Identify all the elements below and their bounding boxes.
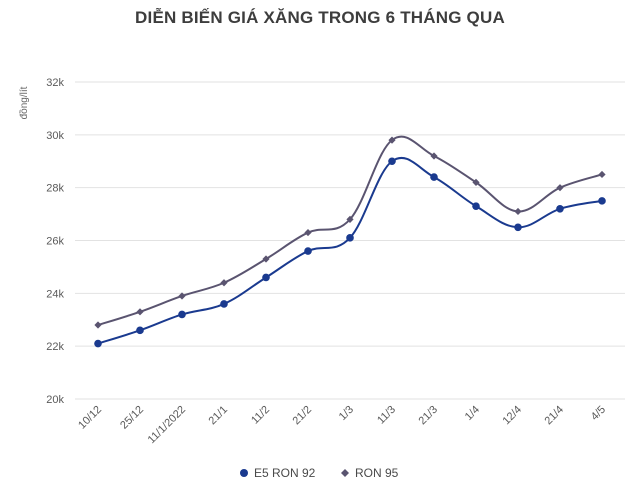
data-point (136, 326, 144, 335)
y-tick-label: 20k (46, 394, 64, 406)
data-point (430, 152, 438, 160)
data-point (94, 339, 102, 348)
data-point (472, 202, 480, 210)
y-tick-label: 32k (46, 77, 64, 89)
x-tick-label: 11/1/2022 (146, 404, 189, 447)
y-axis-label: đồng/lít (18, 86, 30, 119)
y-tick-label: 26k (46, 236, 64, 248)
x-tick-label: 10/12 (76, 404, 104, 432)
legend-item: RON 95 (341, 466, 399, 480)
data-point (556, 205, 564, 213)
data-point (220, 279, 228, 287)
data-point (514, 223, 522, 232)
legend-marker (240, 469, 248, 477)
x-tick-label: 25/12 (118, 404, 146, 432)
data-point (94, 321, 102, 329)
x-tick-label: 11/2 (249, 404, 272, 427)
data-point (346, 234, 354, 242)
y-axis-ticks: 20k 22k 24k 26k 28k 30k 32k (46, 77, 64, 406)
data-point (304, 228, 312, 237)
data-point (388, 157, 396, 166)
x-axis-ticks: 10/12 25/12 11/1/2022 21/1 11/2 21/2 1/3 11/3 21… (76, 404, 608, 447)
legend: E5 RON 92 RON 95 (240, 466, 399, 480)
data-point (598, 197, 606, 205)
x-tick-label: 21/3 (416, 404, 440, 428)
data-point (136, 308, 144, 316)
chart-title: DIỄN BIẾN GIÁ XĂNG TRONG 6 THÁNG QUA (135, 8, 505, 27)
series-lines (94, 135, 606, 348)
legend-label: RON 95 (355, 466, 399, 480)
series-e5-ron-92 (94, 156, 606, 348)
legend-item: E5 RON 92 (240, 466, 316, 480)
legend-marker (341, 469, 349, 477)
data-point (598, 170, 606, 179)
data-point (430, 173, 438, 181)
x-tick-label: 11/3 (375, 404, 398, 427)
y-tick-label: 28k (46, 183, 64, 195)
series-line (97, 156, 603, 345)
series-ron-95 (94, 135, 606, 329)
y-tick-label: 24k (46, 288, 64, 300)
data-point (388, 136, 396, 144)
x-tick-label: 1/4 (463, 404, 482, 423)
y-tick-label: 30k (46, 130, 64, 142)
x-tick-label: 21/1 (206, 404, 230, 428)
legend-label: E5 RON 92 (254, 466, 316, 480)
data-point (178, 310, 186, 319)
x-tick-label: 21/4 (542, 404, 566, 428)
data-point (262, 273, 270, 282)
data-point (472, 178, 480, 186)
data-point (346, 215, 354, 223)
series-line (97, 135, 603, 326)
y-tick-label: 22k (46, 341, 64, 353)
x-tick-label: 21/2 (290, 404, 314, 428)
data-point (556, 184, 564, 192)
data-point (304, 247, 312, 255)
x-tick-label: 4/5 (589, 404, 608, 423)
data-point (262, 255, 270, 263)
data-point (514, 207, 522, 216)
x-tick-label: 12/4 (500, 404, 524, 428)
data-point (220, 300, 228, 308)
data-point (178, 292, 186, 300)
x-tick-label: 1/3 (337, 404, 356, 423)
